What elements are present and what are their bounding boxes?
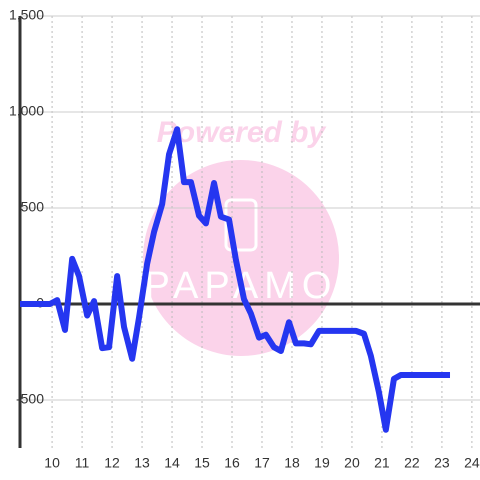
x-tick-label: 16 xyxy=(224,455,240,471)
x-tick-label: 13 xyxy=(134,455,150,471)
y-tick-label: 500 xyxy=(21,199,45,215)
x-tick-label: 19 xyxy=(314,455,330,471)
x-tick-label: 12 xyxy=(104,455,120,471)
watermark-circle xyxy=(143,160,339,356)
x-tick-label: 17 xyxy=(254,455,270,471)
y-tick-label: 1,000 xyxy=(9,103,44,119)
x-tick-label: 22 xyxy=(404,455,420,471)
y-tick-label: 1,500 xyxy=(9,7,44,23)
x-tick-label: 24 xyxy=(464,455,480,471)
watermark-text: Powered by xyxy=(157,116,327,149)
x-tick-label: 10 xyxy=(44,455,60,471)
x-tick-label: 15 xyxy=(194,455,210,471)
x-tick-label: 14 xyxy=(164,455,180,471)
x-tick-label: 18 xyxy=(284,455,300,471)
x-tick-label: 23 xyxy=(434,455,450,471)
y-tick-label: -500 xyxy=(16,391,44,407)
x-tick-label: 20 xyxy=(344,455,360,471)
data-line xyxy=(20,126,451,433)
x-tick-label: 11 xyxy=(75,455,90,471)
watermark-icon xyxy=(224,198,258,252)
x-tick-label: 21 xyxy=(374,455,390,471)
